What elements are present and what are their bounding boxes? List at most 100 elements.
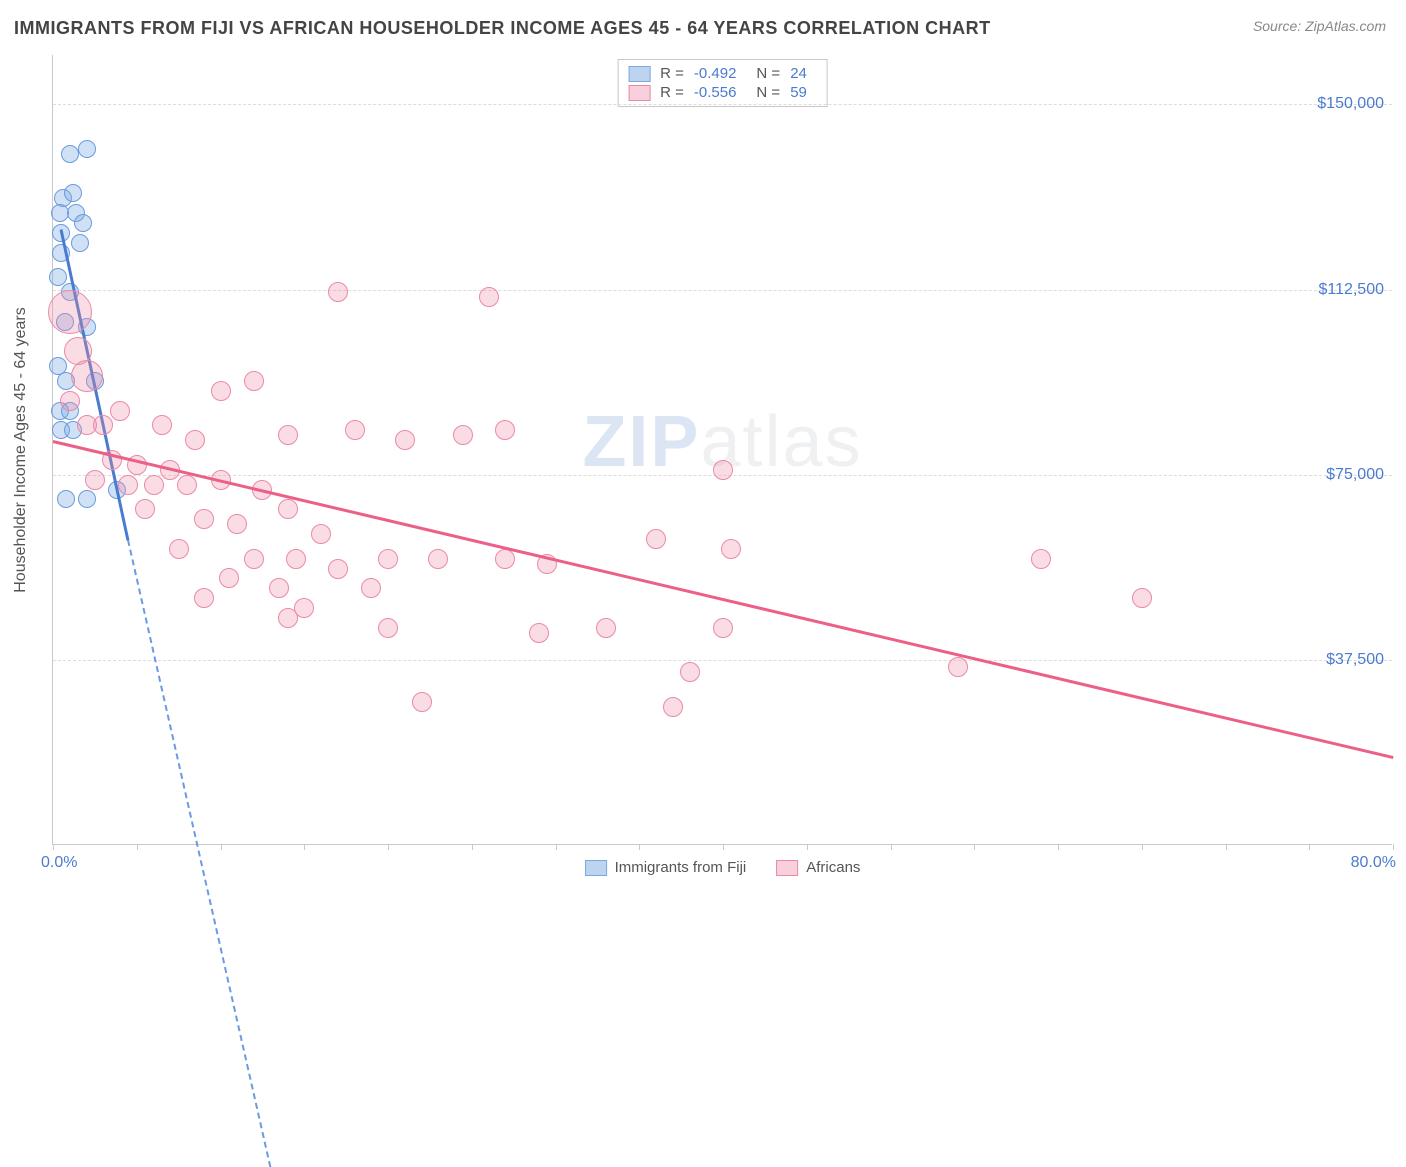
data-point (278, 499, 298, 519)
data-point (219, 568, 239, 588)
stat-n-value: 24 (790, 65, 807, 82)
data-point (144, 475, 164, 495)
correlation-legend: R = -0.492N = 24R = -0.556N = 59 (617, 59, 828, 107)
data-point (78, 140, 96, 158)
data-point (177, 475, 197, 495)
data-point (1031, 549, 1051, 569)
x-axis-max-label: 80.0% (1351, 854, 1396, 872)
data-point (495, 549, 515, 569)
data-point (529, 623, 549, 643)
x-tick (1226, 844, 1227, 850)
data-point (328, 559, 348, 579)
trend-line (53, 440, 1394, 759)
x-tick (1309, 844, 1310, 850)
x-tick (723, 844, 724, 850)
legend-swatch (628, 66, 650, 82)
data-point (48, 290, 92, 334)
data-point (378, 549, 398, 569)
x-tick (137, 844, 138, 850)
data-point (269, 578, 289, 598)
data-point (412, 692, 432, 712)
legend-swatch (628, 85, 650, 101)
data-point (78, 490, 96, 508)
data-point (495, 420, 515, 440)
data-point (278, 425, 298, 445)
data-point (64, 184, 82, 202)
stat-n-label: N = (756, 84, 780, 101)
data-point (680, 662, 700, 682)
x-tick (221, 844, 222, 850)
data-point (74, 214, 92, 232)
data-point (71, 234, 89, 252)
scatter-chart: ZIPatlas Householder Income Ages 45 - 64… (52, 55, 1392, 845)
x-tick (639, 844, 640, 850)
legend-series-item: Africans (776, 859, 860, 876)
x-tick (556, 844, 557, 850)
data-point (646, 529, 666, 549)
data-point (194, 509, 214, 529)
data-point (328, 282, 348, 302)
data-point (453, 425, 473, 445)
legend-swatch (585, 860, 607, 876)
data-point (211, 381, 231, 401)
stat-r-label: R = (660, 84, 684, 101)
y-tick-label: $150,000 (1317, 95, 1384, 113)
source-attribution: Source: ZipAtlas.com (1253, 18, 1386, 34)
data-point (1132, 588, 1152, 608)
y-tick-label: $112,500 (1318, 281, 1384, 299)
x-tick (53, 844, 54, 850)
legend-series-label: Immigrants from Fiji (615, 859, 747, 876)
x-tick (807, 844, 808, 850)
data-point (194, 588, 214, 608)
data-point (169, 539, 189, 559)
data-point (110, 401, 130, 421)
x-axis-min-label: 0.0% (41, 854, 77, 872)
data-point (60, 391, 80, 411)
data-point (663, 697, 683, 717)
data-point (185, 430, 205, 450)
data-point (71, 360, 103, 392)
data-point (713, 460, 733, 480)
x-tick (974, 844, 975, 850)
x-tick (1393, 844, 1394, 850)
legend-series-item: Immigrants from Fiji (585, 859, 747, 876)
gridline (53, 290, 1392, 291)
stat-n-label: N = (756, 65, 780, 82)
data-point (93, 415, 113, 435)
data-point (713, 618, 733, 638)
legend-series-label: Africans (806, 859, 860, 876)
data-point (395, 430, 415, 450)
data-point (311, 524, 331, 544)
data-point (61, 145, 79, 163)
data-point (345, 420, 365, 440)
x-tick (1142, 844, 1143, 850)
y-tick-label: $37,500 (1326, 651, 1384, 669)
data-point (596, 618, 616, 638)
data-point (85, 470, 105, 490)
stat-r-value: -0.492 (694, 65, 737, 82)
legend-stat-row: R = -0.492N = 24 (628, 64, 817, 83)
data-point (227, 514, 247, 534)
series-legend: Immigrants from Fiji Africans (585, 859, 861, 876)
data-point (948, 657, 968, 677)
legend-swatch (776, 860, 798, 876)
data-point (479, 287, 499, 307)
x-tick (472, 844, 473, 850)
x-tick (304, 844, 305, 850)
x-tick (891, 844, 892, 850)
stat-r-value: -0.556 (694, 84, 737, 101)
x-tick (388, 844, 389, 850)
gridline (53, 104, 1392, 105)
x-tick (1058, 844, 1059, 850)
data-point (286, 549, 306, 569)
data-point (135, 499, 155, 519)
data-point (278, 608, 298, 628)
data-point (244, 549, 264, 569)
data-point (57, 490, 75, 508)
data-point (428, 549, 448, 569)
stat-n-value: 59 (790, 84, 807, 101)
y-axis-title: Householder Income Ages 45 - 64 years (12, 307, 30, 593)
data-point (244, 371, 264, 391)
data-point (721, 539, 741, 559)
data-point (118, 475, 138, 495)
